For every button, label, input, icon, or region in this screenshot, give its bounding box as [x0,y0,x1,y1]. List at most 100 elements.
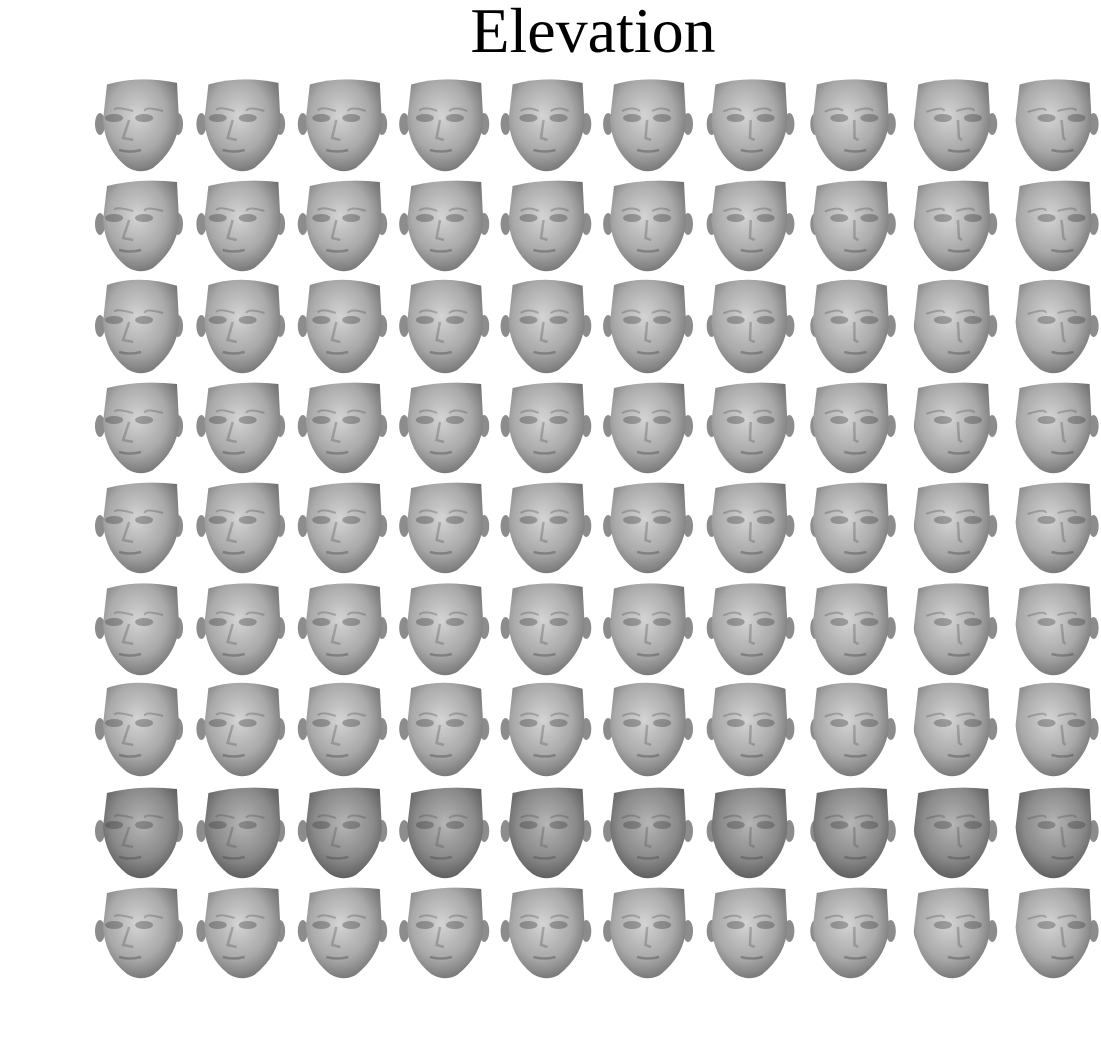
eye [238,114,257,122]
nose [330,724,341,747]
head [610,279,686,374]
nose [853,321,859,344]
eye [623,316,642,324]
brow [824,611,874,617]
brow [114,914,164,919]
face [1015,279,1099,374]
nose [226,826,237,849]
face [706,583,795,676]
brow [418,712,468,717]
head [407,79,484,172]
brow [723,409,773,415]
nose [1060,321,1067,343]
brow [114,611,164,616]
brow [824,712,874,718]
eye [312,316,331,324]
eye [726,618,745,626]
face [95,382,184,474]
eye [549,821,568,829]
face [297,887,388,979]
brow [621,814,671,820]
head [812,787,889,879]
mouth [740,550,764,555]
mouth [947,550,971,555]
face [1015,583,1099,676]
head [407,180,484,272]
ear [500,515,511,537]
head [1015,180,1092,272]
face [603,180,693,272]
mouth [947,450,971,455]
eye [445,214,464,222]
eye [105,214,124,222]
eye [105,416,124,424]
eye [623,214,642,222]
head [610,382,686,474]
face [810,279,896,374]
eye [1067,618,1086,626]
ear [500,113,511,135]
face [297,682,388,777]
brow [520,309,570,314]
mouth [636,148,660,153]
head [508,79,585,172]
face [95,887,184,979]
face [399,482,490,574]
ear [399,315,410,337]
face [500,887,592,979]
brow [824,107,874,113]
head [305,79,382,172]
mouth [118,550,142,555]
brow [1027,409,1077,415]
nose [956,623,963,646]
eye [208,114,227,122]
head [711,180,788,272]
face [500,279,592,374]
brow [114,207,164,212]
face [297,79,388,172]
eye [415,416,434,424]
eye [726,821,745,829]
eye [238,316,257,324]
head [305,482,382,574]
nose [330,219,341,242]
eye [549,416,568,424]
nose [330,521,341,544]
head [103,482,179,574]
brow [317,712,367,717]
eye [933,416,952,424]
head [1015,382,1092,474]
brow [621,207,671,213]
eye [933,921,952,929]
face [399,279,490,374]
eye [415,821,434,829]
mouth [325,652,349,657]
head [508,787,585,879]
nose [330,119,341,142]
head [103,279,179,374]
face [196,787,286,879]
head [103,583,179,676]
brow [925,712,976,718]
mouth [118,148,142,153]
face [399,382,490,474]
eye [549,114,568,122]
face [913,382,998,474]
eye [653,921,672,929]
nose [539,219,548,242]
face [196,583,286,676]
head [711,79,788,172]
nose [435,119,445,142]
ear [95,718,105,740]
brow [114,309,164,314]
brow [621,509,671,515]
nose [435,926,445,949]
mouth [740,148,764,153]
face [95,279,184,374]
eye [963,516,982,524]
eye [342,821,361,829]
eye [726,921,745,929]
eye [519,618,538,626]
mouth [1051,450,1074,455]
mouth [636,955,660,960]
